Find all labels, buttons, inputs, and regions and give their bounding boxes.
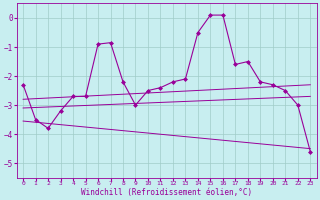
X-axis label: Windchill (Refroidissement éolien,°C): Windchill (Refroidissement éolien,°C) [81,188,252,197]
